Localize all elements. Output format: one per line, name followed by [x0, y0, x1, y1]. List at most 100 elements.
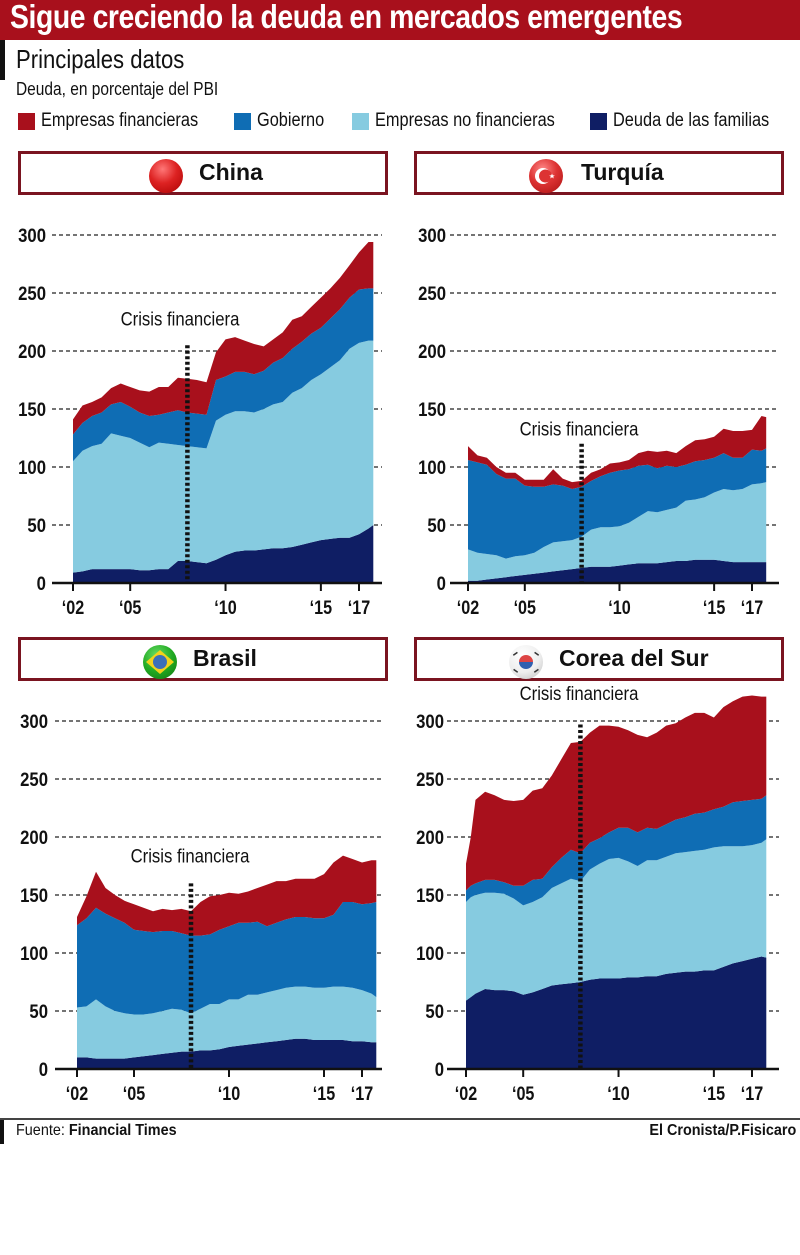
y-tick-label: 200 — [18, 341, 46, 362]
y-tick-label: 100 — [18, 457, 46, 478]
y-tick-label: 150 — [20, 885, 48, 906]
y-tick-label: 50 — [29, 1001, 48, 1022]
title-bar: Sigue creciendo la deuda en mercados eme… — [0, 0, 800, 40]
crisis-annotation: Crisis financiera — [131, 846, 250, 867]
area-empresas-no-financieras — [73, 340, 374, 573]
area-gobierno — [468, 448, 767, 559]
area-empresas-financieras — [77, 855, 377, 936]
chart-turquia: 0 50 100 150 200 250 300 ‘02 ‘05 ‘10 ‘15 ‘17 Crisis … — [418, 225, 779, 618]
x-tick-label: ‘17 — [741, 1083, 764, 1105]
area-gobierno — [77, 902, 377, 1015]
x-tick-label: ‘02 — [457, 597, 480, 619]
area-empresas-no-financieras — [77, 986, 377, 1059]
panel-header-china: China — [18, 151, 388, 195]
y-tick-label: 100 — [418, 457, 446, 478]
y-tick-label: 50 — [27, 515, 46, 536]
chart-china: 0 50 100 150 200 250 300 ‘02 ‘05 ‘10 ‘15 ‘17 Crisis … — [18, 225, 382, 618]
y-tick-label: 0 — [435, 1059, 444, 1080]
panel-title: China — [199, 159, 263, 185]
x-tick-label: ‘17 — [351, 1083, 374, 1105]
legend-label: Gobierno — [257, 110, 325, 131]
x-tick-label: ‘10 — [214, 597, 237, 619]
legend-swatch-empresas-financieras — [18, 112, 35, 130]
x-tick-label: ‘02 — [62, 597, 85, 619]
x-tick-label: ‘05 — [512, 1083, 535, 1105]
y-tick-label: 300 — [20, 711, 48, 732]
y-tick-label: 250 — [416, 769, 444, 790]
x-tick-label: ‘17 — [348, 597, 371, 619]
brazil-flag-icon — [143, 645, 177, 679]
legend-item-deuda-familias: Deuda de las familias — [590, 110, 795, 132]
y-tick-label: 50 — [427, 515, 446, 536]
chart-brasil: 0 50 100 150 200 250 300 ‘02 ‘05 ‘10 ‘15 ‘17 Crisis … — [20, 711, 382, 1104]
legend-label: Empresas no financieras — [375, 110, 555, 131]
y-tick-label: 250 — [18, 283, 46, 304]
x-tick-label: ‘15 — [313, 1083, 336, 1105]
crisis-annotation: Crisis financiera — [520, 419, 639, 440]
unit-note: Deuda, en porcentaje del PBI — [16, 79, 219, 99]
crisis-annotation: Crisis financiera — [121, 308, 240, 329]
area-deuda-de-las-familias — [77, 1038, 377, 1069]
panel-header-brazil: Brasil — [18, 637, 388, 681]
legend-item-gobierno: Gobierno — [234, 110, 335, 132]
area-empresas-financieras — [466, 695, 767, 891]
stacked-areas — [468, 416, 767, 583]
y-tick-label: 150 — [416, 885, 444, 906]
y-tick-label: 0 — [437, 573, 446, 594]
y-tick-label: 0 — [39, 1059, 48, 1080]
y-tick-label: 300 — [18, 225, 46, 246]
y-tick-label: 250 — [20, 769, 48, 790]
turkey-flag-icon — [529, 159, 563, 193]
x-tick-label: ‘05 — [119, 597, 142, 619]
area-deuda-de-las-familias — [73, 525, 374, 583]
credit: El Cronista/P.Fisicaro — [649, 1122, 796, 1139]
x-tick-label: ‘17 — [741, 597, 764, 619]
legend-swatch-empresas-no-financieras — [352, 112, 369, 130]
panel-header-south-korea: Corea del Sur — [414, 637, 784, 681]
stacked-areas — [77, 855, 377, 1069]
x-tick-label: ‘10 — [607, 1083, 630, 1105]
legend-item-empresas-no-financieras: Empresas no financieras — [352, 110, 584, 132]
legend: Empresas financieras Gobierno Empresas n… — [18, 110, 798, 132]
area-empresas-financieras — [468, 416, 767, 489]
footer-left-accent — [0, 1120, 4, 1144]
area-empresas-no-financieras — [466, 839, 767, 1001]
y-tick-label: 150 — [418, 399, 446, 420]
x-tick-label: ‘15 — [703, 1083, 726, 1105]
area-empresas-no-financieras — [468, 482, 767, 581]
subtitle: Principales datos — [16, 44, 185, 74]
legend-item-empresas-financieras: Empresas financieras — [18, 110, 224, 132]
x-tick-label: ‘15 — [310, 597, 333, 619]
panel-header-turkey: Turquía — [414, 151, 784, 195]
china-flag-icon — [149, 159, 183, 193]
source-line: Fuente: Financial Times — [16, 1122, 177, 1140]
y-tick-label: 50 — [425, 1001, 444, 1022]
legend-label: Deuda de las familias — [613, 110, 770, 131]
x-tick-label: ‘02 — [455, 1083, 478, 1105]
area-deuda-de-las-familias — [466, 956, 767, 1069]
area-gobierno — [466, 795, 767, 906]
source-prefix: Fuente: — [16, 1122, 65, 1139]
x-tick-label: ‘02 — [66, 1083, 89, 1105]
x-tick-label: ‘10 — [608, 597, 631, 619]
x-tick-label: ‘05 — [514, 597, 537, 619]
panel-title: Brasil — [193, 645, 257, 671]
x-tick-label: ‘05 — [123, 1083, 146, 1105]
panel-title: Corea del Sur — [559, 645, 709, 671]
y-tick-label: 100 — [20, 943, 48, 964]
y-tick-label: 0 — [37, 573, 46, 594]
chart-corea-del-sur: 0 50 100 150 200 250 300 ‘02 ‘05 ‘10 ‘15 ‘17 Crisis … — [416, 683, 779, 1104]
footer-divider — [0, 1118, 800, 1120]
area-deuda-de-las-familias — [468, 559, 767, 583]
y-tick-label: 250 — [418, 283, 446, 304]
y-tick-label: 300 — [418, 225, 446, 246]
y-tick-label: 100 — [416, 943, 444, 964]
y-tick-label: 300 — [416, 711, 444, 732]
stacked-areas — [73, 242, 374, 583]
left-accent-rule — [0, 40, 5, 80]
crisis-annotation: Crisis financiera — [520, 683, 639, 704]
chart-title: Sigue creciendo la deuda en mercados eme… — [10, 0, 683, 35]
south-korea-flag-icon — [509, 645, 543, 679]
source-name: Financial Times — [68, 1122, 177, 1139]
